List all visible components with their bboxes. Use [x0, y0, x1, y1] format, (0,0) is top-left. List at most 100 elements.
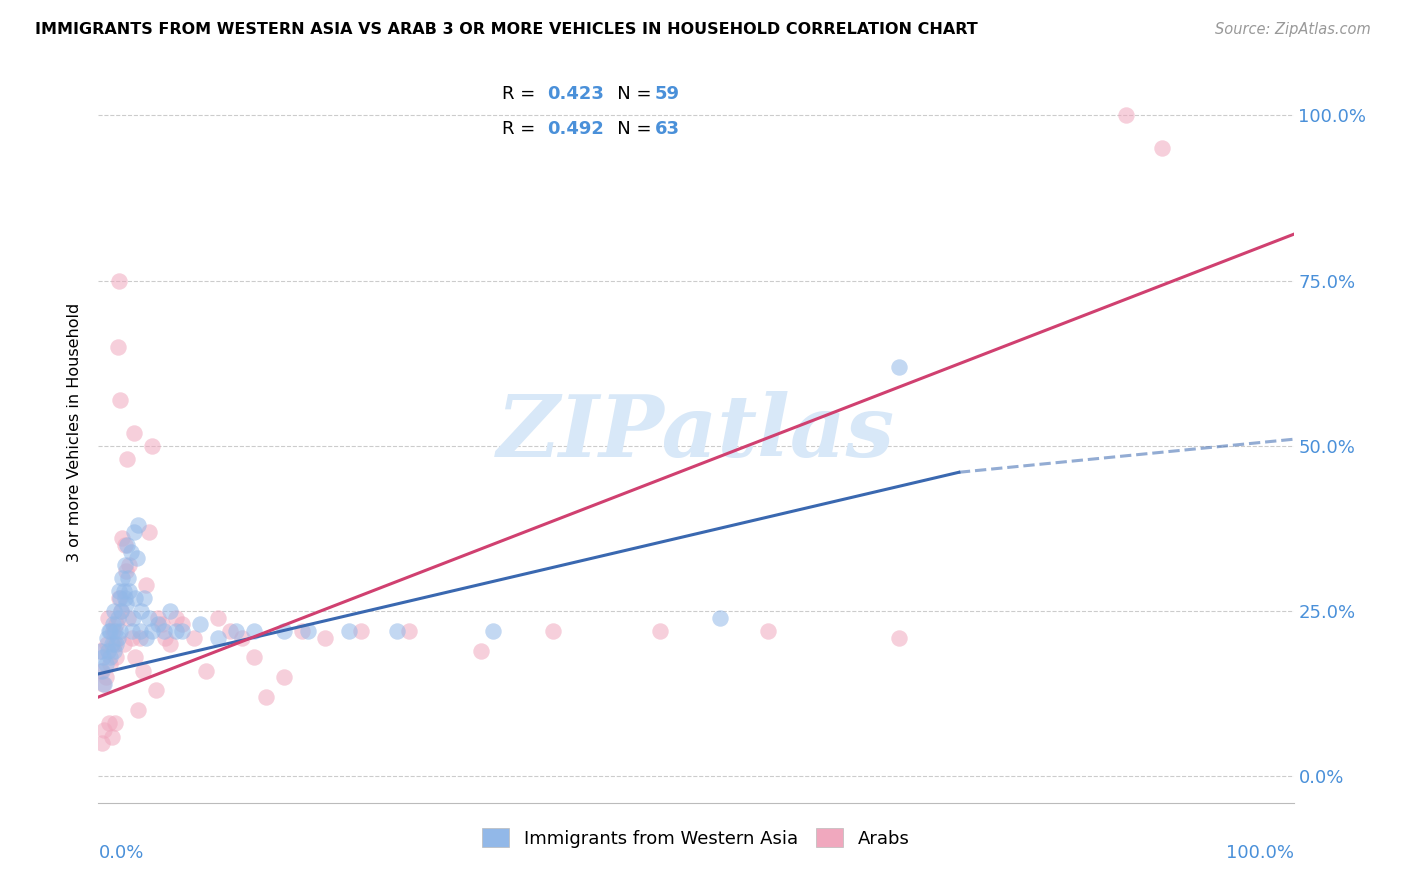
Point — [100, 637, 122, 651]
Point — [114, 558, 136, 572]
Point — [648, 624, 672, 638]
Point — [129, 624, 152, 638]
Point — [124, 425, 146, 440]
Point — [135, 631, 157, 645]
Text: IMMIGRANTS FROM WESTERN ASIA VS ARAB 3 OR MORE VEHICLES IN HOUSEHOLD CORRELATION: IMMIGRANTS FROM WESTERN ASIA VS ARAB 3 O… — [35, 22, 979, 37]
Text: ZIPatlas: ZIPatlas — [496, 391, 896, 475]
Text: 0.423: 0.423 — [547, 86, 605, 103]
Point — [273, 624, 295, 638]
Point — [90, 664, 112, 678]
Point — [385, 624, 409, 638]
Point — [148, 611, 170, 625]
Point — [889, 631, 911, 645]
Point — [129, 631, 152, 645]
Point — [115, 538, 138, 552]
Text: R =: R = — [502, 120, 541, 138]
Point — [91, 677, 114, 691]
Text: N =: N = — [599, 120, 657, 138]
Point — [145, 683, 167, 698]
Text: Source: ZipAtlas.com: Source: ZipAtlas.com — [1215, 22, 1371, 37]
Point — [1115, 108, 1137, 122]
Point — [165, 611, 187, 625]
Point — [153, 624, 176, 638]
Point — [172, 624, 194, 638]
Point — [125, 551, 148, 566]
Point — [118, 558, 141, 572]
Point — [108, 591, 131, 605]
Point — [398, 624, 420, 638]
Point — [131, 664, 153, 678]
Point — [131, 604, 153, 618]
Point — [89, 644, 111, 658]
Point — [124, 650, 146, 665]
Point — [107, 274, 129, 288]
Legend: Immigrants from Western Asia, Arabs: Immigrants from Western Asia, Arabs — [474, 819, 918, 856]
Point — [273, 670, 295, 684]
Point — [111, 571, 134, 585]
Point — [105, 650, 128, 665]
Point — [108, 624, 131, 638]
Point — [115, 452, 138, 467]
Point — [254, 690, 277, 704]
Point — [107, 631, 129, 645]
Text: 0.0%: 0.0% — [98, 844, 143, 862]
Point — [709, 611, 731, 625]
Point — [889, 359, 911, 374]
Point — [117, 611, 139, 625]
Point — [112, 584, 135, 599]
Text: 0.492: 0.492 — [547, 120, 605, 138]
Point — [172, 617, 194, 632]
Point — [101, 617, 124, 632]
Point — [103, 644, 125, 658]
Point — [100, 730, 122, 744]
Point — [141, 624, 163, 638]
Point — [243, 624, 266, 638]
Point — [124, 524, 146, 539]
Point — [122, 611, 145, 625]
Point — [470, 644, 492, 658]
Point — [98, 650, 122, 665]
Point — [115, 598, 138, 612]
Point — [98, 716, 121, 731]
Point — [97, 611, 120, 625]
Point — [141, 439, 163, 453]
Point — [115, 565, 138, 579]
Point — [91, 664, 114, 678]
Point — [195, 664, 218, 678]
Point — [108, 392, 131, 407]
Point — [1152, 141, 1174, 155]
Point — [104, 624, 127, 638]
Point — [127, 518, 149, 533]
Text: R =: R = — [502, 86, 541, 103]
Point — [132, 591, 155, 605]
Point — [93, 677, 115, 691]
Point — [118, 584, 141, 599]
Point — [104, 716, 127, 731]
Text: 100.0%: 100.0% — [1226, 844, 1294, 862]
Point — [110, 604, 132, 618]
Point — [339, 624, 361, 638]
Point — [207, 611, 229, 625]
Point — [481, 624, 505, 638]
Point — [93, 723, 115, 737]
Point — [159, 604, 181, 618]
Point — [231, 631, 253, 645]
Point — [155, 631, 177, 645]
Point — [101, 624, 124, 638]
Point — [107, 584, 129, 599]
Y-axis label: 3 or more Vehicles in Household: 3 or more Vehicles in Household — [67, 303, 83, 562]
Point — [207, 631, 229, 645]
Text: N =: N = — [599, 86, 657, 103]
Point — [103, 637, 125, 651]
Point — [112, 637, 135, 651]
Point — [124, 591, 146, 605]
Point — [94, 670, 117, 684]
Point — [97, 644, 120, 658]
Point — [91, 650, 114, 665]
Point — [111, 532, 134, 546]
Point — [91, 736, 114, 750]
Point — [127, 703, 149, 717]
Point — [107, 340, 129, 354]
Point — [756, 624, 779, 638]
Point — [315, 631, 337, 645]
